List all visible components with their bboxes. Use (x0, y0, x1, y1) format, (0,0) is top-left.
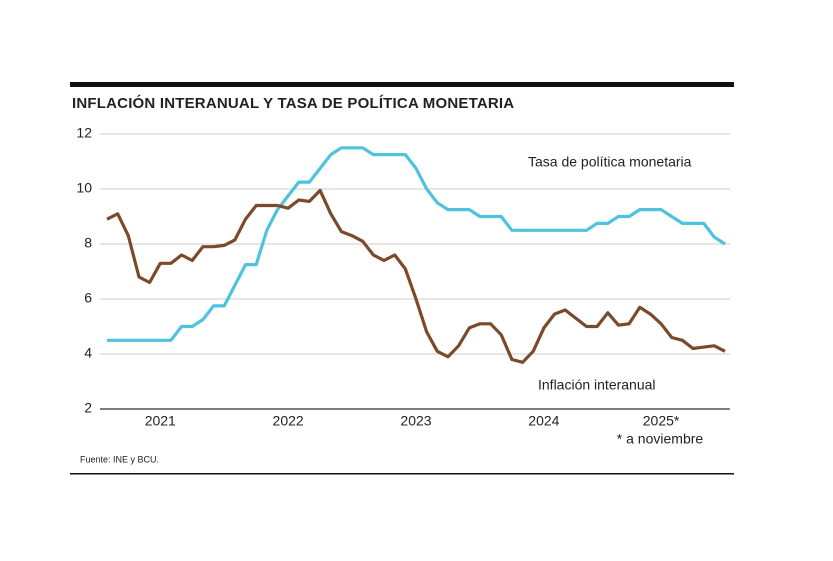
y-tick-label: 12 (76, 125, 92, 141)
x-tick-label: 2022 (273, 413, 304, 429)
x-tick-label: 2025* (643, 413, 680, 429)
source: Fuente: INE y BCU. (80, 454, 159, 464)
series-line (106, 188, 726, 364)
y-tick-label: 4 (84, 345, 92, 361)
series-label: Inflación interanual (538, 377, 656, 393)
y-tick-label: 6 (84, 290, 92, 306)
y-tick-label: 2 (84, 400, 92, 416)
x-tick-label: 2024 (528, 413, 559, 429)
x-tick-label: 2023 (400, 413, 431, 429)
note: * a noviembre (617, 431, 704, 447)
y-tick-label: 10 (76, 180, 92, 196)
series-label: Tasa de política monetaria (528, 154, 692, 170)
top-rule (70, 82, 734, 87)
series-line (107, 146, 726, 342)
x-tick-label: 2021 (145, 413, 176, 429)
bottom-rule (70, 473, 734, 475)
chart-title: INFLACIÓN INTERANUAL Y TASA DE POLÍTICA … (72, 94, 514, 112)
y-tick-label: 8 (84, 235, 92, 251)
